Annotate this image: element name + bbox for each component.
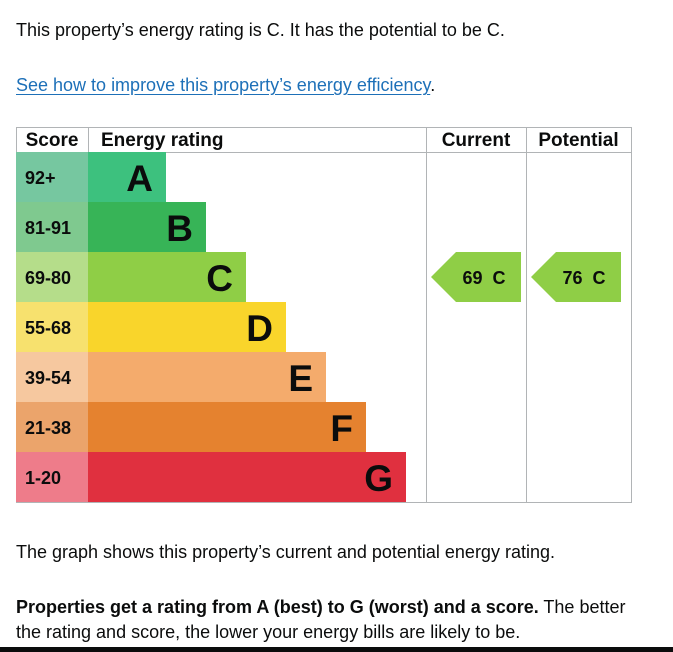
rating-bar-e xyxy=(88,352,326,402)
rating-bar-g xyxy=(88,452,406,502)
score-cell-e xyxy=(16,352,88,402)
score-label-c: 69-80 xyxy=(25,268,71,288)
score-cell-a xyxy=(16,152,88,202)
rating-letter-c: C xyxy=(206,258,233,299)
score-label-b: 81-91 xyxy=(25,218,71,238)
score-cell-f xyxy=(16,402,88,452)
rating-bar-b xyxy=(88,202,206,252)
rating-explanation-bold: Properties get a rating from A (best) to… xyxy=(16,597,539,617)
rating-band-e: 39-54 E xyxy=(16,352,326,402)
score-cell-b xyxy=(16,202,88,252)
column-header-current: Current xyxy=(442,130,511,151)
rating-letter-a: A xyxy=(126,158,153,199)
current-rating-label: 69 C xyxy=(462,268,505,288)
rating-letter-d: D xyxy=(246,308,273,349)
graph-caption: The graph shows this property’s current … xyxy=(16,542,555,562)
rating-bar-a xyxy=(88,152,166,202)
rating-band-g: 1-20 G xyxy=(16,452,406,502)
score-label-g: 1-20 xyxy=(25,468,61,488)
bottom-rule xyxy=(0,647,673,652)
rating-letter-f: F xyxy=(330,408,353,449)
potential-rating-marker: 76 C xyxy=(531,252,621,302)
rating-band-c: 69-80 C xyxy=(16,252,246,302)
column-header-energy-rating: Energy rating xyxy=(101,130,223,151)
score-label-a: 92+ xyxy=(25,168,56,188)
rating-letter-e: E xyxy=(288,358,313,399)
rating-explanation: Properties get a rating from A (best) to… xyxy=(16,595,636,645)
score-label-f: 21-38 xyxy=(25,418,71,438)
rating-letter-b: B xyxy=(166,208,193,249)
potential-rating-arrow xyxy=(531,252,621,302)
rating-letter-g: G xyxy=(364,458,393,499)
score-cell-c xyxy=(16,252,88,302)
rating-band-d: 55-68 D xyxy=(16,302,286,352)
score-label-d: 55-68 xyxy=(25,318,71,338)
rating-bar-f xyxy=(88,402,366,452)
rating-explanation-rest: The better the rating and score, the low… xyxy=(16,597,626,642)
rating-bands: 92+ A 81-91 B 69-80 C 55-68 D 39-54 E 21-38 F 1-20 G xyxy=(16,152,406,502)
improve-paragraph: See how to improve this property’s energ… xyxy=(16,73,435,97)
rating-band-f: 21-38 F xyxy=(16,402,366,452)
energy-rating-chart: Score Energy rating Current Potential 92… xyxy=(16,127,632,503)
current-rating-marker: 69 C xyxy=(431,252,521,302)
rating-band-a: 92+ A xyxy=(16,152,166,202)
intro-text: This property’s energy rating is C. It h… xyxy=(16,20,505,40)
score-cell-d xyxy=(16,302,88,352)
improve-suffix: . xyxy=(430,75,436,95)
column-header-potential: Potential xyxy=(538,130,618,151)
potential-rating-label: 76 C xyxy=(562,268,605,288)
score-cell-g xyxy=(16,452,88,502)
rating-band-b: 81-91 B xyxy=(16,202,206,252)
column-header-score: Score xyxy=(26,130,79,151)
rating-bar-d xyxy=(88,302,286,352)
rating-bar-c xyxy=(88,252,246,302)
improve-energy-link[interactable]: See how to improve this property’s energ… xyxy=(16,75,431,95)
score-label-e: 39-54 xyxy=(25,368,71,388)
current-rating-arrow xyxy=(431,252,521,302)
